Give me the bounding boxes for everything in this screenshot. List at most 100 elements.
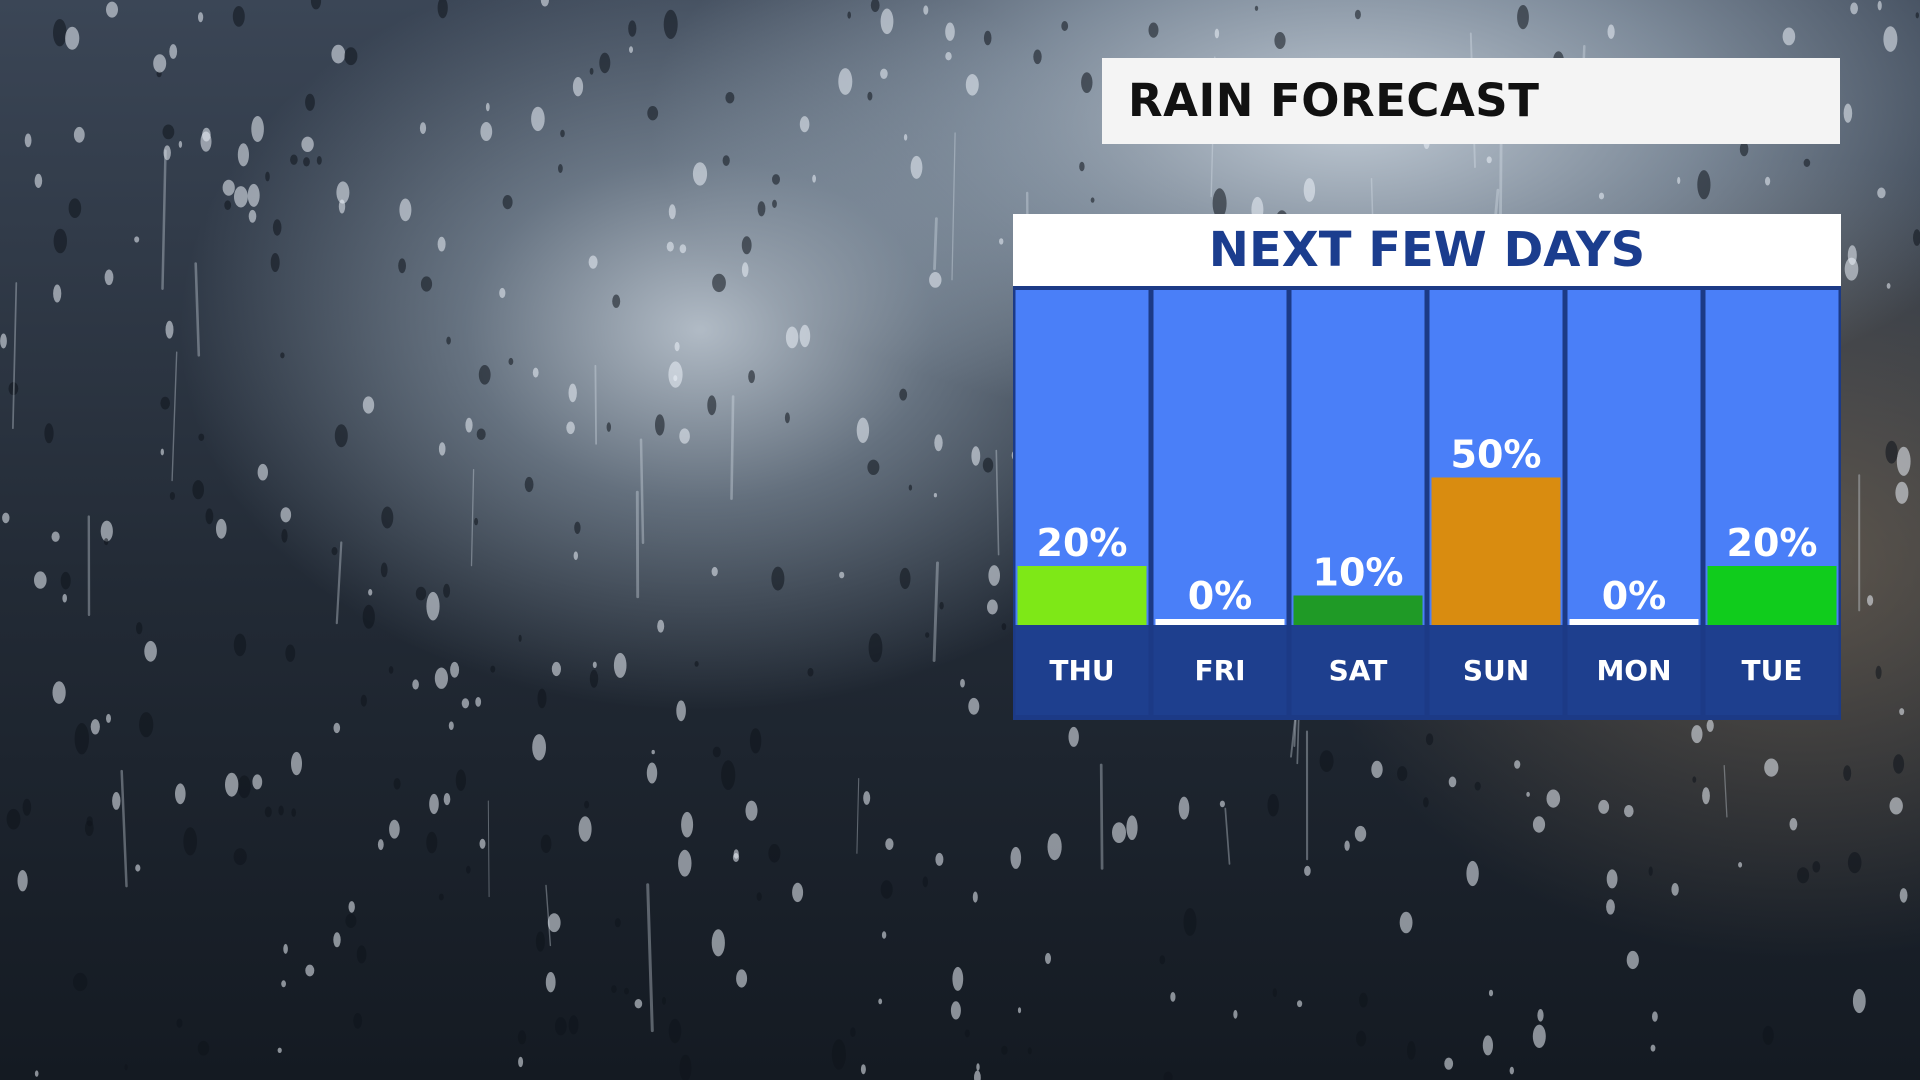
raindrop [333,932,341,948]
raindrop [381,506,394,529]
raindrop [867,91,873,101]
raindrop [1090,197,1095,203]
raindrop [588,255,598,269]
raindrop [426,591,440,621]
rain-chance-bar [1293,595,1423,625]
raindrop [225,772,239,797]
raindrop [419,122,427,134]
raindrop [356,945,367,964]
raindrop [281,529,288,543]
raindrop [53,228,67,254]
raindrop [1126,815,1138,840]
day-label-strip [1705,625,1839,715]
day-label: FRI [1194,654,1245,687]
rain-chance-value-label: 0% [1188,574,1253,618]
raindrop [334,424,348,448]
raindrop [1212,188,1227,219]
raindrop [568,383,577,403]
raindrop [1650,1044,1656,1052]
raindrop [1163,1071,1173,1080]
raindrop [1183,908,1197,936]
raindrop [237,775,251,799]
raindrop [136,622,143,635]
raindrop [198,433,205,441]
raindrop [2,512,10,524]
raindrop [749,728,762,754]
raindrop [1606,869,1618,889]
raindrop [1407,1041,1416,1060]
raindrop [925,632,930,638]
raindrop [988,565,1000,586]
raindrop [1677,176,1681,185]
raindrop [960,678,965,688]
raindrop [1509,1066,1515,1075]
raindrop [679,244,687,254]
raindrop [412,679,419,690]
raindrop [983,30,992,46]
raindrop [850,1027,856,1037]
raindrop [153,54,167,73]
raindrop [1843,765,1852,781]
raindrop [574,521,581,534]
raindrop [53,284,62,303]
raindrop [224,200,232,210]
raindrop [856,417,870,443]
raindrop [34,571,47,589]
rain-streak [639,438,645,545]
raindrop [68,198,82,218]
raindrop [281,980,286,988]
raindrop [772,199,777,208]
raindrop [923,5,929,15]
raindrop [331,44,346,64]
raindrop [589,669,599,688]
raindrop [1844,257,1859,281]
rain-streak [1723,764,1728,818]
raindrop [1762,1025,1774,1045]
raindrop [175,783,186,805]
raindrop [756,892,762,901]
raindrop [922,876,928,888]
raindrop [721,760,736,790]
raindrop [1852,988,1866,1014]
raindrop [1297,1000,1303,1008]
raindrop [165,320,174,339]
rain-streak [646,883,654,1033]
raindrop [104,269,114,286]
raindrop [551,661,562,677]
raindrop [74,723,90,755]
raindrop [679,1054,692,1080]
raindrop [614,918,621,928]
page-title: RAIN FORECAST [1128,74,1540,127]
raindrop [420,276,433,292]
forecast-chart-panel: NEXT FEW DAYS 20% THU 0% FRI 10% SAT 50% SUN 0% M… [1013,214,1841,720]
raindrop [197,1040,210,1056]
raindrop [1812,861,1821,873]
chart-title: NEXT FEW DAYS [1208,222,1646,278]
raindrop [461,698,470,709]
raindrop [205,508,214,525]
raindrop [651,749,655,755]
raindrop [1254,5,1259,11]
raindrop [524,476,534,493]
raindrop [368,589,373,596]
raindrop [807,667,814,677]
raindrop [198,12,204,23]
raindrop [987,599,998,615]
chart-frame [1013,286,1841,720]
raindrop [812,174,816,183]
raindrop [1598,799,1610,814]
raindrop [1233,1009,1238,1019]
raindrop [910,155,923,179]
raindrop [555,1017,567,1036]
raindrop [732,853,740,862]
raindrop [1532,1024,1546,1049]
raindrop [517,1030,527,1045]
rain-streak [932,561,939,662]
raindrop [134,236,140,243]
raindrop [880,68,888,80]
raindrop [1913,229,1920,246]
raindrop [139,712,154,738]
raindrop [741,236,752,255]
rain-streak [487,800,490,898]
raindrop [1652,1011,1658,1022]
